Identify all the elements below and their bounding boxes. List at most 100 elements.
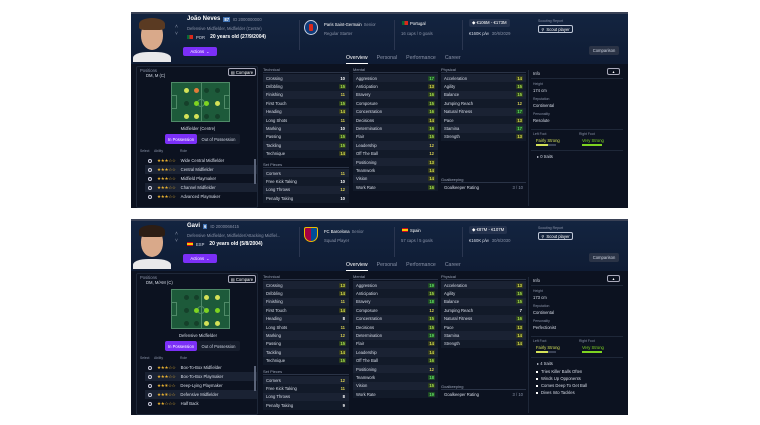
attribute-value: 10 xyxy=(340,126,345,132)
attribute-name: Balance xyxy=(444,92,460,98)
role-row[interactable]: ★★✬☆☆ Deep-Lying Playmaker xyxy=(145,381,257,390)
positions-label: Positions xyxy=(140,275,157,280)
tab-personal[interactable]: Personal xyxy=(376,262,398,268)
actions-button[interactable]: Actions ⌄ xyxy=(183,254,217,263)
chevron-up-icon[interactable]: ˄ xyxy=(175,231,178,237)
edit-button[interactable]: ▴ xyxy=(607,275,620,282)
chevron-up-icon[interactable]: ˄ xyxy=(175,24,178,30)
scouting-report-label: Scouting Report xyxy=(538,226,564,230)
role-row[interactable]: ★★☆☆☆ Half Back xyxy=(145,399,257,408)
club-crest-icon[interactable] xyxy=(304,20,318,35)
attribute-row: Positioning 12 xyxy=(353,364,438,374)
position-dot-none xyxy=(214,113,220,119)
role-select-radio[interactable] xyxy=(148,167,152,172)
role-select-radio[interactable] xyxy=(148,383,152,388)
technical-attributes: Technical Crossing 10 Dribbling 15 Finishing 1… xyxy=(263,67,349,158)
role-select-radio[interactable] xyxy=(148,401,152,406)
nation-flag-icon xyxy=(402,228,408,232)
role-select-radio[interactable] xyxy=(148,158,152,163)
attribute-value: 15 xyxy=(428,324,435,330)
tab-career[interactable]: Career xyxy=(444,262,461,268)
compare-button[interactable]: ▤ Compare xyxy=(228,68,256,76)
actions-button[interactable]: Actions ⌄ xyxy=(183,47,217,56)
tab-overview[interactable]: Overview xyxy=(346,262,368,271)
comparison-button[interactable]: Comparison xyxy=(589,46,619,55)
role-select-radio[interactable] xyxy=(148,365,152,370)
attribute-name: Tackling xyxy=(266,142,282,148)
actions-label: Actions xyxy=(190,49,205,54)
attribute-row: Acceleration 14 xyxy=(441,74,526,83)
attribute-value: 13 xyxy=(516,282,523,288)
role-select-radio[interactable] xyxy=(148,374,152,379)
traits-toggle[interactable]: ▸ 0 traits xyxy=(537,154,553,159)
roles-scrollbar[interactable] xyxy=(254,159,256,184)
attribute-row: Agility 15 xyxy=(441,82,526,91)
role-row[interactable]: ★★★☆☆ Advanced Playmaker xyxy=(145,192,257,201)
role-row[interactable]: ★★★☆☆ Box-To-Box Playmaker xyxy=(145,372,257,381)
attribute-name: Stamina xyxy=(444,126,460,132)
ability-stars: ★★★☆☆ xyxy=(157,166,176,172)
out-of-possession-tab[interactable]: Out of Possession xyxy=(197,134,240,144)
club-crest-icon[interactable] xyxy=(304,227,318,242)
info-height-label: Height xyxy=(533,289,543,293)
attribute-name: Anticipation xyxy=(356,291,378,297)
tab-career[interactable]: Career xyxy=(444,55,461,61)
attribute-row: Corners 12 xyxy=(263,376,349,385)
tab-overview[interactable]: Overview xyxy=(346,55,368,64)
tab-personal[interactable]: Personal xyxy=(376,55,398,61)
attribute-name: Strength xyxy=(444,134,460,140)
right-foot-label: Right Foot xyxy=(579,339,595,343)
left-foot-strength-bar xyxy=(536,351,556,353)
attribute-value: 16 xyxy=(428,358,435,364)
attribute-value: 15 xyxy=(516,84,523,90)
chevron-down-icon[interactable]: ˅ xyxy=(175,31,178,37)
in-possession-tab[interactable]: In Possession xyxy=(165,341,197,351)
ability-stars: ★★☆☆☆ xyxy=(157,400,176,406)
role-select-radio[interactable] xyxy=(148,392,152,397)
attribute-row: Long Shots 11 xyxy=(263,115,349,125)
attribute-value: 11 xyxy=(340,324,345,330)
compare-label: Compare xyxy=(235,69,254,75)
attribute-value: 13 xyxy=(428,159,435,165)
role-select-radio[interactable] xyxy=(148,176,152,181)
info-personality-value: Resolute xyxy=(533,117,550,123)
role-row[interactable]: ★★✬☆☆ Defensive Midfielder xyxy=(145,390,257,399)
attribute-name: Passing xyxy=(266,134,281,140)
edit-button[interactable]: ▴ xyxy=(607,68,620,75)
role-row[interactable]: ★★★☆☆ Wide Central Midfielder xyxy=(145,156,257,165)
position-dot-none xyxy=(214,87,220,93)
role-row[interactable]: ★★★☆☆ Midfield Playmaker xyxy=(145,174,257,183)
role-name: Advanced Playmaker xyxy=(180,194,221,199)
scout-player-button[interactable]: ⚲ Scout player xyxy=(538,25,573,33)
roles-scrollbar[interactable] xyxy=(254,366,256,391)
left-foot-label: Left Foot xyxy=(533,339,547,343)
in-possession-tab[interactable]: In Possession xyxy=(165,134,197,144)
compare-button[interactable]: ▤ Compare xyxy=(228,275,256,283)
role-row[interactable]: ★★★☆☆ Central Midfielder xyxy=(145,165,257,174)
role-row[interactable]: ★★★☆☆ Channel Midfielder xyxy=(145,183,257,192)
traits-toggle[interactable]: ▸ 4 traits xyxy=(537,361,553,366)
out-of-possession-tab[interactable]: Out of Possession xyxy=(197,341,240,351)
chevron-icon: ▸ xyxy=(537,154,541,159)
set-piece-attributes-header: Set Pieces xyxy=(263,369,349,375)
attribute-row: Composure 15 xyxy=(353,99,438,108)
tab-performance[interactable]: Performance xyxy=(406,55,436,61)
role-select-radio[interactable] xyxy=(148,185,152,190)
divider xyxy=(299,227,300,257)
chevron-down-icon[interactable]: ˅ xyxy=(175,238,178,244)
attribute-row: Long Throws 8 xyxy=(263,392,349,402)
role-row[interactable]: ★★★☆☆ Box-To-Box Midfielder xyxy=(145,363,257,372)
comparison-button[interactable]: Comparison xyxy=(589,253,619,262)
attribute-value: 12 xyxy=(429,142,434,148)
tab-performance[interactable]: Performance xyxy=(406,262,436,268)
attribute-row: Free Kick Taking 11 xyxy=(263,384,349,393)
position-dot-none xyxy=(184,100,189,106)
right-foot-strength-bar xyxy=(582,351,602,353)
club-name[interactable]: Paris Saint-Germain xyxy=(324,21,362,27)
club-name[interactable]: FC Barcelona xyxy=(324,228,350,234)
scout-player-button[interactable]: ⚲ Scout player xyxy=(538,232,573,240)
role-select-radio[interactable] xyxy=(148,194,152,199)
attribute-value: 12 xyxy=(429,151,434,157)
position-dot-yellow xyxy=(184,113,189,119)
player-age: 20 years old (5/8/2004) xyxy=(209,241,263,247)
